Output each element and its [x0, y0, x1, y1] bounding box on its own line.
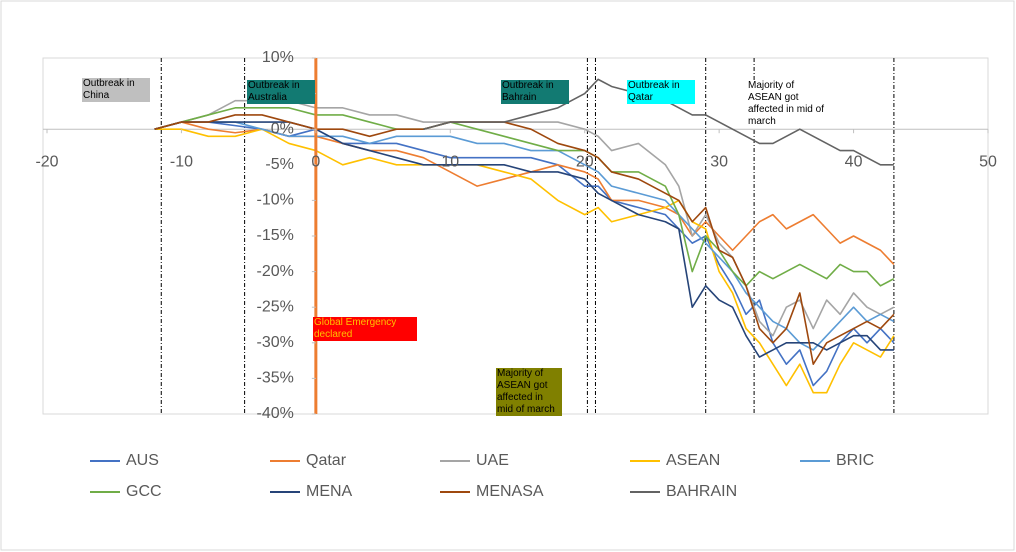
y-tick-label: -5%: [265, 156, 293, 173]
x-tick-label: 10: [441, 153, 459, 170]
series-line: [154, 121, 895, 266]
series-line: [154, 128, 895, 394]
series-line: [154, 99, 895, 337]
y-tick-label: 0%: [271, 120, 294, 137]
legend-label: UAE: [476, 452, 509, 469]
annotation: Outbreak in China: [82, 78, 150, 102]
legend-label: MENASA: [476, 483, 544, 500]
y-tick-label: 10%: [262, 49, 294, 66]
x-tick-label: 50: [979, 153, 997, 170]
y-tick-label: -25%: [256, 298, 293, 315]
annotation: Outbreak in Qatar: [627, 80, 695, 104]
annotation: Outbreak in Bahrain: [501, 80, 569, 104]
legend-label: AUS: [126, 452, 159, 469]
x-tick-label: 40: [845, 153, 863, 170]
legend-label: ASEAN: [666, 452, 720, 469]
legend-label: MENA: [306, 483, 353, 500]
y-tick-label: -15%: [256, 227, 293, 244]
y-tick-label: -30%: [256, 334, 293, 351]
legend-label: BAHRAIN: [666, 483, 737, 500]
x-tick-label: -20: [35, 153, 58, 170]
annotation: Global Emergency declared: [313, 317, 417, 341]
series-line: [154, 107, 895, 287]
x-tick-label: 30: [710, 153, 728, 170]
legend-label: Qatar: [306, 452, 347, 469]
annotation: Majority of ASEAN got affected in mid of…: [496, 368, 562, 416]
x-tick-label: 0: [311, 153, 320, 170]
legend-label: BRIC: [836, 452, 874, 469]
y-tick-label: -40%: [256, 405, 293, 422]
y-tick-label: -10%: [256, 192, 293, 209]
series-line: [154, 114, 895, 365]
series-line: [423, 78, 894, 166]
y-tick-label: -35%: [256, 370, 293, 387]
x-tick-label: -10: [170, 153, 193, 170]
annotation: Outbreak in Australia: [247, 80, 315, 104]
series-line: [154, 121, 894, 358]
annotation: Majority of ASEAN got affected in mid of…: [747, 80, 825, 128]
x-tick-label: 20: [576, 153, 594, 170]
legend-label: GCC: [126, 483, 162, 500]
y-tick-label: -20%: [256, 263, 293, 280]
